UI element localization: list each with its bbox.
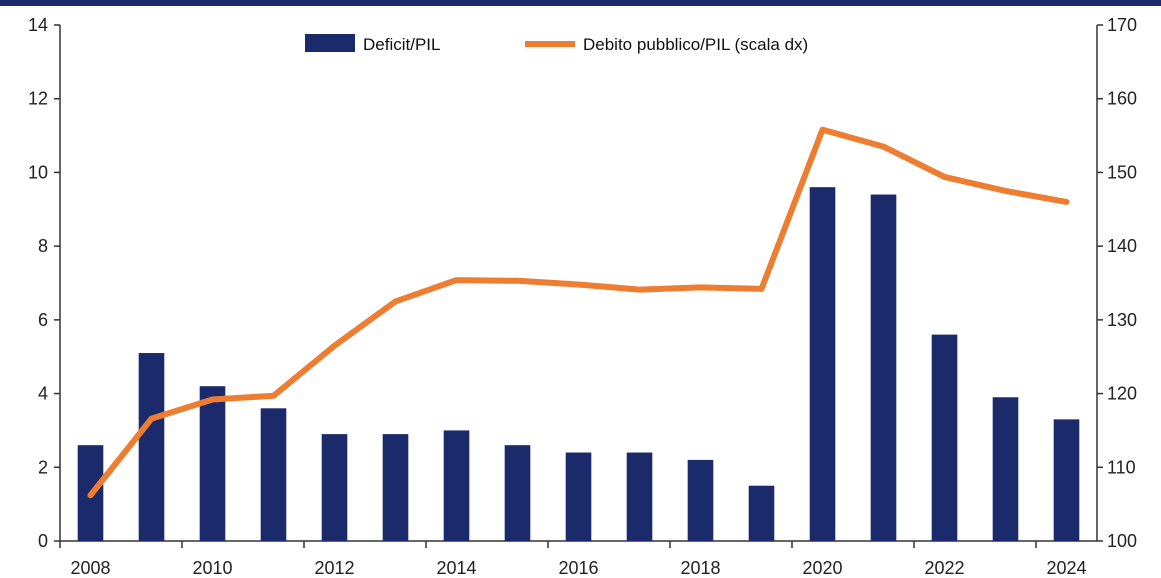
right-axis-tick-label: 150 [1107, 162, 1137, 182]
right-axis: 100 110 120 130 140 150 160 170 [1096, 15, 1137, 551]
header-band [0, 0, 1161, 6]
left-axis-tick-label: 0 [38, 531, 48, 551]
x-axis-tick-label: 2018 [680, 558, 720, 578]
bar [931, 334, 958, 541]
left-axis-tick-label: 2 [38, 457, 48, 477]
left-axis: 0 2 4 6 8 10 12 14 [28, 15, 61, 551]
x-axis: 2008 2010 2012 2014 2016 2018 2020 2022 2024 [59, 540, 1097, 578]
left-axis-tick-label: 10 [28, 162, 48, 182]
bar [443, 430, 470, 541]
bar [687, 459, 714, 541]
bar [382, 434, 409, 541]
right-axis-tick-label: 170 [1107, 15, 1137, 35]
bar [504, 445, 531, 541]
x-axis-tick-label: 2016 [558, 558, 598, 578]
right-axis-tick-label: 130 [1107, 310, 1137, 330]
bar [1053, 419, 1080, 541]
x-axis-tick-label: 2022 [924, 558, 964, 578]
bar [626, 452, 653, 541]
x-axis-tick-label: 2012 [314, 558, 354, 578]
bar [870, 194, 897, 542]
legend-label-deficit: Deficit/PIL [363, 35, 440, 54]
legend: Deficit/PIL Debito pubblico/PIL (scala d… [305, 34, 808, 54]
right-axis-tick-label: 120 [1107, 384, 1137, 404]
left-axis-tick-label: 6 [38, 310, 48, 330]
bar [199, 386, 226, 541]
bar [138, 353, 165, 541]
line-series [87, 126, 1070, 499]
x-axis-tick-label: 2010 [192, 558, 232, 578]
debt-line [87, 126, 1070, 499]
left-axis-tick-label: 8 [38, 236, 48, 256]
right-axis-tick-label: 110 [1107, 457, 1136, 477]
bar [748, 485, 775, 541]
right-axis-tick-label: 140 [1107, 236, 1137, 256]
right-axis-tick-label: 100 [1107, 531, 1137, 551]
x-axis-tick-label: 2014 [436, 558, 476, 578]
left-axis-tick-label: 14 [28, 15, 48, 35]
x-axis-tick-label: 2008 [70, 558, 110, 578]
bar [992, 397, 1019, 541]
legend-bar-swatch [305, 34, 355, 52]
x-axis-tick-label: 2020 [802, 558, 842, 578]
left-axis-tick-label: 4 [38, 384, 48, 404]
bar [565, 452, 592, 541]
legend-label-debt: Debito pubblico/PIL (scala dx) [583, 35, 808, 54]
left-axis-tick-label: 12 [28, 89, 48, 109]
bar-series [77, 187, 1080, 542]
bar [260, 408, 287, 541]
bar [809, 187, 836, 541]
x-axis-tick-label: 2024 [1046, 558, 1086, 578]
right-axis-tick-label: 160 [1107, 89, 1137, 109]
bar [321, 434, 348, 541]
